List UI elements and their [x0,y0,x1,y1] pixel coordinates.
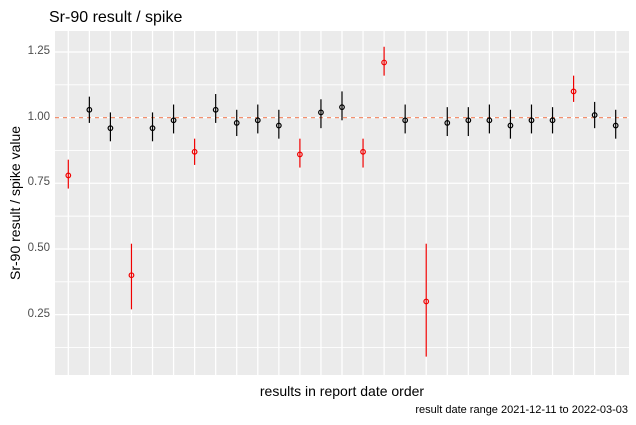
point-circle [254,117,261,124]
y-tick-label: 1.25 [27,45,50,57]
point-circle [191,148,198,155]
chart-caption: result date range 2021-12-11 to 2022-03-… [415,404,628,416]
point-circle [275,122,282,129]
point-circle [507,122,514,129]
point-circle [233,120,240,126]
point-circle [86,106,93,113]
y-tick-label: 0.50 [27,241,50,254]
y-axis-title: Sr-90 result / spike value [7,125,23,281]
point-circle [296,151,303,158]
point-circle [402,117,409,124]
point-circle [549,117,556,124]
point-circle [591,112,598,118]
y-tick-label: 0.25 [27,307,50,320]
point-circle [318,109,324,116]
point-circle [381,59,388,66]
chart-title: Sr-90 result / spike [49,9,183,26]
x-axis-title: results in report date order [259,383,425,399]
plot-area [55,31,629,375]
y-tick-label: 1.00 [27,110,50,123]
point-circle [170,117,177,124]
point-circle [612,122,619,129]
point-circle [128,272,135,279]
point-circle [339,104,345,111]
point-circle [444,120,451,126]
point-circle [570,88,577,95]
point-circle [528,117,535,124]
point-circle [65,172,72,179]
plot-panel [55,31,629,375]
point-circle [486,117,493,124]
point-circle [212,106,219,113]
y-tick-label: 0.75 [27,176,50,189]
point-circle [107,125,114,132]
point-circle [149,125,156,132]
point-circle [423,298,430,305]
point-circle [360,148,366,155]
point-circle [465,117,472,124]
